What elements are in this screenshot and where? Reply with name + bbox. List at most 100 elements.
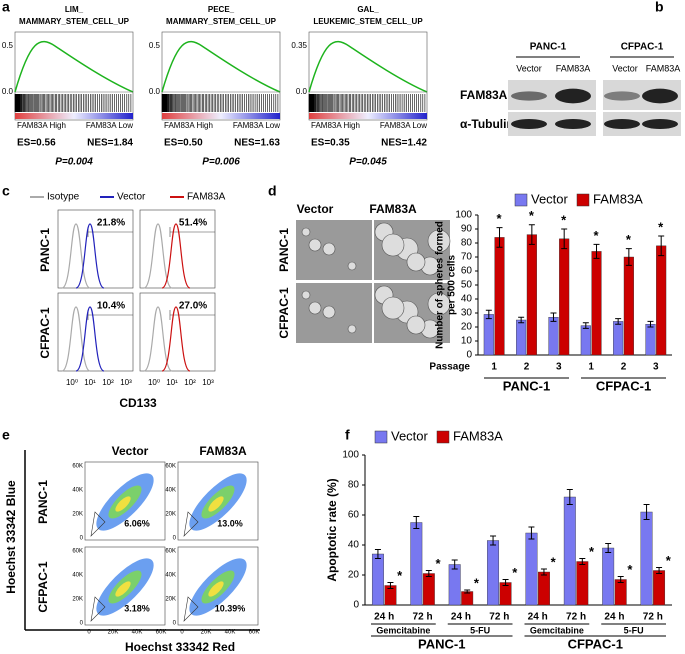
bar: [448, 564, 461, 606]
gsea-frame: [308, 31, 428, 121]
gsea-high: FAM83A High: [17, 121, 66, 130]
column-label: Vector: [112, 444, 149, 458]
x-tick-label: 2: [621, 362, 627, 373]
error-bar: [561, 228, 568, 250]
significance: *: [666, 553, 672, 568]
density: [115, 496, 131, 512]
legend-label: Isotype: [47, 192, 80, 203]
legend-swatch: [374, 430, 388, 444]
y-tick-label: 40: [348, 540, 360, 551]
gsea-tick: 0.5: [149, 41, 161, 50]
gsea-curve: [14, 40, 134, 93]
x-tick-label: 40K: [225, 630, 236, 636]
column-label: FAM83A: [199, 444, 247, 458]
x-axis-label: Passage: [429, 362, 470, 373]
x-tick-label: 10¹: [166, 378, 178, 387]
gsea-tick: 0.0: [149, 87, 161, 96]
significance: *: [626, 232, 632, 247]
gsea-low: FAM83A Low: [380, 121, 427, 130]
cell-line: CFPAC-1: [621, 42, 664, 53]
y-tick-label: 50: [461, 280, 473, 291]
bar: [614, 579, 627, 606]
error-bar: [617, 576, 624, 583]
gsea-es: ES=0.56: [17, 138, 56, 149]
bar: [537, 571, 550, 606]
error-bar: [605, 543, 612, 553]
bar: [487, 540, 500, 606]
cell-line: PANC-1: [530, 42, 567, 53]
significance: *: [658, 219, 664, 234]
hist: [161, 223, 191, 289]
error-bar: [387, 582, 394, 589]
gsea-tick: 0.0: [2, 87, 14, 96]
significance: *: [561, 212, 567, 227]
gsea-frame: [14, 31, 134, 121]
treatment-label: Gemcitabine: [376, 625, 430, 635]
gsea-tick: 0.5: [2, 41, 14, 50]
bar: [656, 245, 667, 356]
gsea-tick: 0.0: [296, 87, 308, 96]
x-tick-label: 10⁰: [66, 378, 78, 387]
band: [604, 119, 640, 129]
lane-label: Vector: [612, 63, 638, 73]
percent: 51.4%: [179, 218, 207, 229]
x-tick-label: 60K: [156, 630, 167, 636]
row-label: CFPAC-1: [277, 287, 291, 338]
y-axis-label: Apoptotic rate (%): [325, 478, 339, 581]
band: [642, 119, 678, 129]
error-bar: [540, 568, 547, 576]
error-bar: [464, 589, 471, 594]
y-tick-label: 20K: [165, 597, 176, 603]
bar: [483, 314, 494, 356]
gsea-title: MAMMARY_STEM_CELL_UP: [19, 17, 130, 26]
bar: [516, 319, 527, 356]
y-tick-label: 40K: [165, 573, 176, 579]
y-tick-label: 0: [466, 350, 472, 361]
y-tick-label: 20K: [165, 512, 176, 518]
bar: [548, 317, 559, 356]
hist: [75, 306, 105, 372]
bar: [563, 496, 576, 606]
sphere: [381, 296, 405, 320]
error-bar: [550, 312, 557, 322]
error-bar: [579, 558, 586, 565]
legend-swatch: [576, 193, 590, 207]
y-tick-label: 90: [461, 224, 473, 235]
legend-label: Vector: [531, 191, 569, 206]
hist-frame: [139, 292, 216, 372]
error-bar: [451, 559, 458, 570]
bar: [613, 321, 624, 356]
x-tick-label: 72 h: [489, 612, 509, 623]
gsea-p: P=0.045: [349, 157, 387, 168]
x-tick-label: 10²: [184, 378, 196, 387]
y-tick-label: 30: [461, 308, 473, 319]
gsea-p: P=0.006: [202, 157, 240, 168]
x-tick-label: 24 h: [451, 612, 471, 623]
error-bar: [502, 579, 509, 586]
hist: [61, 223, 91, 289]
bar: [494, 237, 505, 356]
x-tick-label: 24 h: [374, 612, 394, 623]
bar: [576, 561, 589, 606]
gsea-rank: [15, 113, 133, 119]
row-label: PANC-1: [36, 480, 50, 524]
y-tick-label: 10: [461, 336, 473, 347]
percent: 10.39%: [215, 603, 246, 613]
error-bar: [528, 224, 535, 245]
error-bar: [496, 227, 503, 248]
y-tick-label: 20K: [72, 512, 83, 518]
gsea-title: PECE_: [208, 5, 235, 14]
gsea-nes: NES=1.42: [381, 138, 427, 149]
y-tick-label: 60K: [72, 464, 83, 470]
error-bar: [658, 235, 665, 257]
error-bar: [656, 567, 663, 574]
percent: 3.18%: [124, 603, 150, 613]
lane-label: FAM83A: [556, 63, 591, 73]
x-tick-label: 2: [524, 362, 530, 373]
hist: [75, 223, 105, 289]
x-tick-label: 3: [653, 362, 659, 373]
y-tick-label: 40: [461, 294, 473, 305]
bar: [645, 324, 656, 356]
significance: *: [589, 544, 595, 559]
treatment-label: 5-FU: [470, 625, 490, 635]
